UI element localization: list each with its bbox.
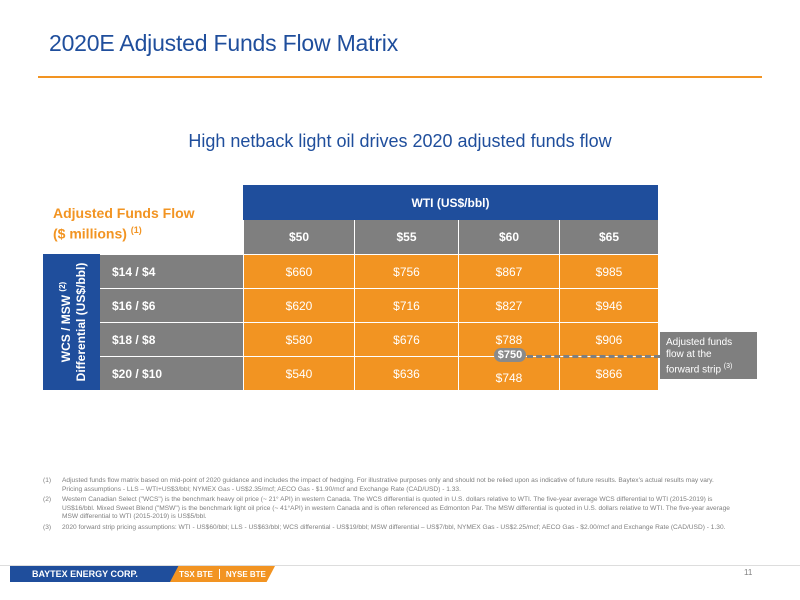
title-divider: [38, 76, 762, 78]
row-label-4: $20 / $10: [100, 356, 243, 390]
callout-ref: (3): [723, 363, 733, 370]
matrix-corner-label: Adjusted Funds Flow ($ millions) (1): [53, 205, 195, 243]
matrix-cell: $946: [559, 288, 658, 322]
matrix-cell: $756: [354, 254, 458, 288]
forward-strip-connector: [527, 355, 660, 358]
corner-label-line1: Adjusted Funds Flow: [53, 205, 195, 221]
column-header-3: $60: [458, 220, 559, 254]
forward-strip-badge: $750: [494, 348, 526, 362]
corner-label-ref: (1): [130, 225, 142, 235]
matrix-cell: $985: [559, 254, 658, 288]
matrix-cell: $620: [243, 288, 354, 322]
column-axis-header: WTI (US$/bbl): [243, 185, 658, 220]
matrix-cell: $676: [354, 322, 458, 356]
footnote: (1) Adjusted funds flow matrix based on …: [43, 477, 714, 493]
ticker-divider: [218, 569, 220, 579]
matrix-cell: $636: [354, 356, 458, 390]
row-axis-header: WCS / MSW (2) Differential (US$/bbl): [43, 254, 100, 390]
ticker-nyse: NYSE BTE: [225, 569, 266, 579]
row-axis-title: WCS / MSW (2) Differential (US$/bbl): [57, 262, 88, 382]
matrix-cell: $660: [243, 254, 354, 288]
column-header-1: $50: [243, 220, 354, 254]
footnote: (3) 2020 forward strip pricing assumptio…: [43, 523, 726, 531]
page-title: 2020E Adjusted Funds Flow Matrix: [49, 30, 398, 56]
ticker-tsx: TSX BTE: [179, 569, 213, 579]
page-number: 11: [744, 568, 753, 577]
footnote: (2) Western Canadian Select ("WCS") is t…: [43, 496, 730, 520]
row-axis-ref: (2): [57, 281, 67, 292]
column-header-4: $65: [559, 220, 658, 254]
row-label-1: $14 / $4: [100, 254, 243, 288]
column-header-2: $55: [354, 220, 458, 254]
row-label-3: $18 / $8: [100, 322, 243, 356]
page-subtitle: High netback light oil drives 2020 adjus…: [188, 131, 612, 151]
footnotes: (1) Adjusted funds flow matrix based on …: [43, 477, 733, 534]
matrix-cell: $580: [243, 322, 354, 356]
matrix-cell: $716: [354, 288, 458, 322]
company-logo: BAYTEX ENERGY CORP.: [10, 566, 185, 582]
matrix-cell: $827: [458, 288, 559, 322]
matrix-cell: $906: [559, 322, 658, 356]
matrix-cell: $540: [243, 356, 354, 390]
matrix-cell: $866: [559, 356, 658, 390]
row-label-2: $16 / $6: [100, 288, 243, 322]
ticker-band: TSX BTE NYSE BTE: [170, 566, 275, 582]
matrix-cell: $867: [458, 254, 559, 288]
forward-strip-callout: Adjusted funds flow at the forward strip…: [660, 332, 757, 379]
corner-label-line2: ($ millions) (1): [53, 225, 142, 242]
